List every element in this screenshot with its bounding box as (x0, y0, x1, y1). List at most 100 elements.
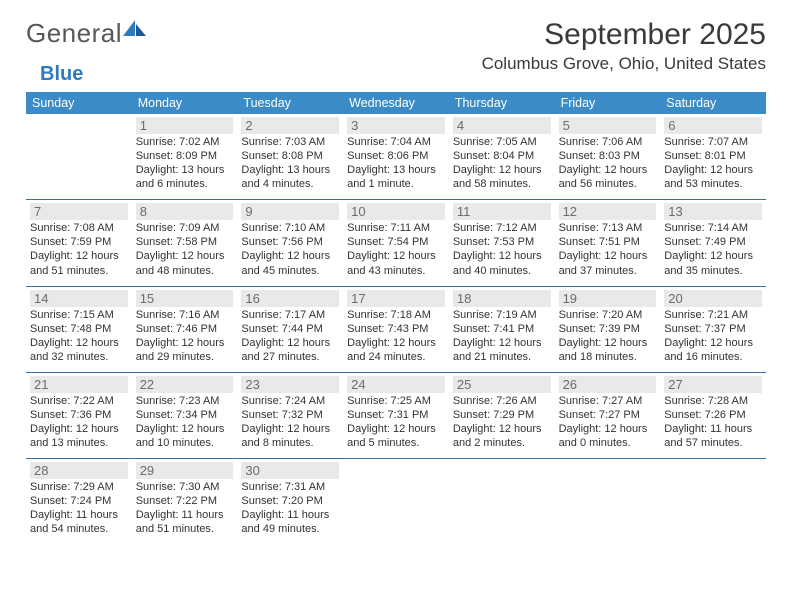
daylight-text: Daylight: 12 hours (559, 249, 657, 263)
sail-icon (122, 18, 148, 38)
day-number: 6 (664, 117, 762, 134)
week-row: 21Sunrise: 7:22 AMSunset: 7:36 PMDayligh… (26, 373, 766, 459)
day-cell: 29Sunrise: 7:30 AMSunset: 7:22 PMDayligh… (132, 459, 238, 544)
sunrise-text: Sunrise: 7:07 AM (664, 135, 762, 149)
sunrise-text: Sunrise: 7:13 AM (559, 221, 657, 235)
sunset-text: Sunset: 7:43 PM (347, 322, 445, 336)
daylight-text: Daylight: 12 hours (664, 163, 762, 177)
day-number: 16 (241, 290, 339, 307)
daylight-text: and 58 minutes. (453, 177, 551, 191)
day-cell: 20Sunrise: 7:21 AMSunset: 7:37 PMDayligh… (660, 287, 766, 372)
day-cell: 22Sunrise: 7:23 AMSunset: 7:34 PMDayligh… (132, 373, 238, 458)
sunset-text: Sunset: 7:26 PM (664, 408, 762, 422)
day-number: 29 (136, 462, 234, 479)
sunset-text: Sunset: 7:56 PM (241, 235, 339, 249)
sunrise-text: Sunrise: 7:27 AM (559, 394, 657, 408)
daylight-text: Daylight: 12 hours (30, 422, 128, 436)
daylight-text: and 32 minutes. (30, 350, 128, 364)
daylight-text: Daylight: 11 hours (241, 508, 339, 522)
day-cell: 23Sunrise: 7:24 AMSunset: 7:32 PMDayligh… (237, 373, 343, 458)
day-cell: 16Sunrise: 7:17 AMSunset: 7:44 PMDayligh… (237, 287, 343, 372)
daylight-text: and 18 minutes. (559, 350, 657, 364)
day-number: 3 (347, 117, 445, 134)
sunrise-text: Sunrise: 7:23 AM (136, 394, 234, 408)
sunrise-text: Sunrise: 7:18 AM (347, 308, 445, 322)
sunrise-text: Sunrise: 7:15 AM (30, 308, 128, 322)
day-cell: 8Sunrise: 7:09 AMSunset: 7:58 PMDaylight… (132, 200, 238, 285)
daylight-text: Daylight: 11 hours (136, 508, 234, 522)
day-cell: 1Sunrise: 7:02 AMSunset: 8:09 PMDaylight… (132, 114, 238, 199)
daylight-text: Daylight: 13 hours (136, 163, 234, 177)
sunset-text: Sunset: 8:04 PM (453, 149, 551, 163)
daylight-text: and 57 minutes. (664, 436, 762, 450)
weeks-container: 1Sunrise: 7:02 AMSunset: 8:09 PMDaylight… (26, 114, 766, 545)
sunrise-text: Sunrise: 7:06 AM (559, 135, 657, 149)
day-number: 26 (559, 376, 657, 393)
title-block: September 2025 Columbus Grove, Ohio, Uni… (482, 18, 766, 74)
day-cell: 27Sunrise: 7:28 AMSunset: 7:26 PMDayligh… (660, 373, 766, 458)
day-cell: 28Sunrise: 7:29 AMSunset: 7:24 PMDayligh… (26, 459, 132, 544)
day-number: 18 (453, 290, 551, 307)
sunset-text: Sunset: 7:39 PM (559, 322, 657, 336)
daylight-text: and 0 minutes. (559, 436, 657, 450)
sunrise-text: Sunrise: 7:08 AM (30, 221, 128, 235)
daylight-text: Daylight: 12 hours (453, 336, 551, 350)
day-number: 30 (241, 462, 339, 479)
daylight-text: Daylight: 12 hours (347, 422, 445, 436)
sunrise-text: Sunrise: 7:19 AM (453, 308, 551, 322)
daylight-text: Daylight: 12 hours (136, 422, 234, 436)
day-header: Saturday (660, 92, 766, 114)
sunrise-text: Sunrise: 7:22 AM (30, 394, 128, 408)
daylight-text: and 53 minutes. (664, 177, 762, 191)
daylight-text: and 16 minutes. (664, 350, 762, 364)
day-cell: 15Sunrise: 7:16 AMSunset: 7:46 PMDayligh… (132, 287, 238, 372)
day-cell: 3Sunrise: 7:04 AMSunset: 8:06 PMDaylight… (343, 114, 449, 199)
day-cell: 18Sunrise: 7:19 AMSunset: 7:41 PMDayligh… (449, 287, 555, 372)
day-number: 27 (664, 376, 762, 393)
daylight-text: Daylight: 12 hours (136, 336, 234, 350)
sunrise-text: Sunrise: 7:10 AM (241, 221, 339, 235)
day-number: 20 (664, 290, 762, 307)
daylight-text: Daylight: 12 hours (453, 163, 551, 177)
week-row: 1Sunrise: 7:02 AMSunset: 8:09 PMDaylight… (26, 114, 766, 200)
sunset-text: Sunset: 7:44 PM (241, 322, 339, 336)
sunset-text: Sunset: 8:01 PM (664, 149, 762, 163)
daylight-text: and 1 minute. (347, 177, 445, 191)
day-number: 10 (347, 203, 445, 220)
daylight-text: and 29 minutes. (136, 350, 234, 364)
day-number: 2 (241, 117, 339, 134)
day-header: Sunday (26, 92, 132, 114)
daylight-text: Daylight: 12 hours (453, 249, 551, 263)
day-cell: 10Sunrise: 7:11 AMSunset: 7:54 PMDayligh… (343, 200, 449, 285)
day-number: 23 (241, 376, 339, 393)
daylight-text: and 2 minutes. (453, 436, 551, 450)
daylight-text: and 35 minutes. (664, 264, 762, 278)
sunrise-text: Sunrise: 7:24 AM (241, 394, 339, 408)
day-cell: 12Sunrise: 7:13 AMSunset: 7:51 PMDayligh… (555, 200, 661, 285)
day-cell: 26Sunrise: 7:27 AMSunset: 7:27 PMDayligh… (555, 373, 661, 458)
daylight-text: and 40 minutes. (453, 264, 551, 278)
day-cell: 19Sunrise: 7:20 AMSunset: 7:39 PMDayligh… (555, 287, 661, 372)
day-number: 28 (30, 462, 128, 479)
day-number: 21 (30, 376, 128, 393)
daylight-text: and 8 minutes. (241, 436, 339, 450)
week-row: 28Sunrise: 7:29 AMSunset: 7:24 PMDayligh… (26, 459, 766, 544)
daylight-text: Daylight: 12 hours (347, 249, 445, 263)
sunrise-text: Sunrise: 7:09 AM (136, 221, 234, 235)
sunset-text: Sunset: 7:59 PM (30, 235, 128, 249)
daylight-text: and 4 minutes. (241, 177, 339, 191)
day-number: 12 (559, 203, 657, 220)
brand-logo: General Blue (26, 18, 148, 86)
daylight-text: Daylight: 11 hours (30, 508, 128, 522)
day-cell: 4Sunrise: 7:05 AMSunset: 8:04 PMDaylight… (449, 114, 555, 199)
sunset-text: Sunset: 7:24 PM (30, 494, 128, 508)
daylight-text: Daylight: 12 hours (559, 336, 657, 350)
sunrise-text: Sunrise: 7:25 AM (347, 394, 445, 408)
sunset-text: Sunset: 7:31 PM (347, 408, 445, 422)
sunrise-text: Sunrise: 7:05 AM (453, 135, 551, 149)
sunrise-text: Sunrise: 7:14 AM (664, 221, 762, 235)
sunset-text: Sunset: 7:27 PM (559, 408, 657, 422)
day-cell (449, 459, 555, 544)
sunset-text: Sunset: 8:09 PM (136, 149, 234, 163)
sunrise-text: Sunrise: 7:31 AM (241, 480, 339, 494)
